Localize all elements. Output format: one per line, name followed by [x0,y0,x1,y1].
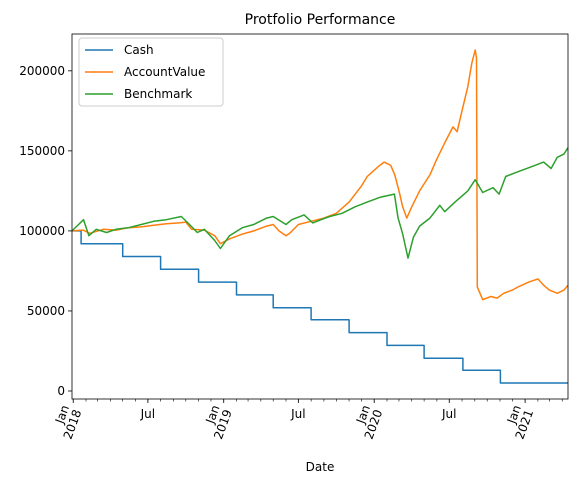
x-tick-label-month: Jan [52,403,72,426]
x-axis-label: Date [306,460,335,474]
x-tick-label: Jul [140,407,155,421]
plot-area-frame [71,33,569,400]
legend-label-benchmark: Benchmark [124,87,192,101]
y-axis: 0 50000 100000 150000 200000 [19,64,72,398]
x-tick-label: Jul [290,407,305,421]
series-line-cash [72,230,568,384]
legend-label-accountvalue: AccountValue [124,65,205,79]
y-tick-label: 50000 [27,304,65,318]
series-layer [71,49,569,384]
y-tick-label: 0 [57,384,65,398]
y-tick-label: 100000 [19,224,65,238]
x-tick-label: Jul [441,407,456,421]
y-tick-label: 150000 [19,144,65,158]
x-tick-label-month: Jan [353,403,373,426]
chart-title: Protfolio Performance [245,12,396,28]
y-tick-label: 200000 [19,64,65,78]
legend-box [78,37,224,107]
x-tick-label-month: Jan [203,403,223,426]
series-line-benchmark [71,147,569,259]
legend-label-cash: Cash [124,43,154,57]
legend: Cash AccountValue Benchmark [78,37,224,107]
series-line-accountvalue [71,49,569,301]
x-tick-label-month: Jan [504,403,524,426]
